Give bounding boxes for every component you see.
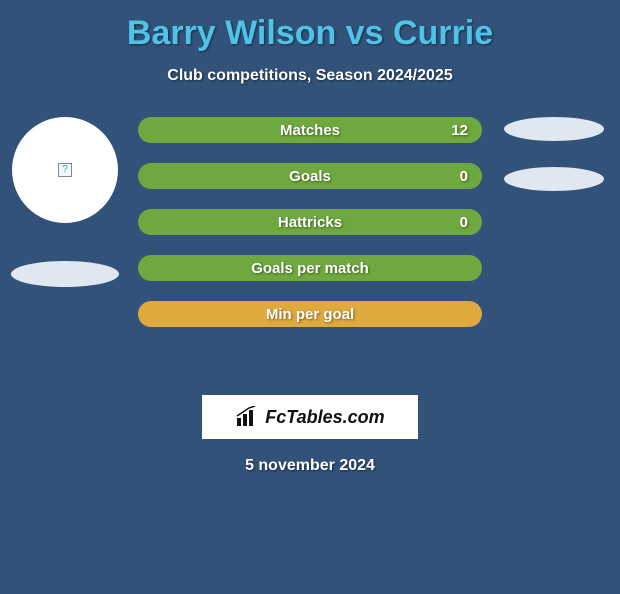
stat-bar-matches: Matches 12 [138, 117, 482, 143]
player-shadow-ellipse [11, 261, 119, 287]
right-ellipse [504, 167, 604, 191]
stat-label: Matches [280, 122, 340, 139]
stat-bars: Matches 12 Goals 0 Hattricks 0 Goals per… [138, 117, 482, 327]
stat-label: Goals [289, 168, 331, 185]
page-title: Barry Wilson vs Currie [0, 14, 620, 53]
stat-value: 0 [460, 168, 468, 185]
stat-bar-hattricks: Hattricks 0 [138, 209, 482, 235]
stat-bar-goals-per-match: Goals per match [138, 255, 482, 281]
player-left-column: ? [0, 117, 130, 287]
stat-value: 12 [451, 122, 468, 139]
right-ellipse [504, 117, 604, 141]
page-subtitle: Club competitions, Season 2024/2025 [0, 67, 620, 85]
stat-label: Min per goal [266, 306, 354, 323]
player-avatar: ? [12, 117, 118, 223]
avatar-placeholder-icon: ? [58, 163, 72, 177]
comparison-content: ? Matches 12 Goals 0 Hattricks 0 Goals p… [0, 117, 620, 377]
source-logo[interactable]: FcTables.com [202, 395, 418, 439]
stat-label: Goals per match [251, 260, 369, 277]
snapshot-date: 5 november 2024 [0, 457, 620, 475]
stat-bar-goals: Goals 0 [138, 163, 482, 189]
stat-label: Hattricks [278, 214, 342, 231]
stat-bar-min-per-goal: Min per goal [138, 301, 482, 327]
player-right-column [500, 117, 610, 217]
logo-text: FcTables.com [265, 407, 384, 428]
chart-icon [235, 406, 259, 428]
stat-value: 0 [460, 214, 468, 231]
